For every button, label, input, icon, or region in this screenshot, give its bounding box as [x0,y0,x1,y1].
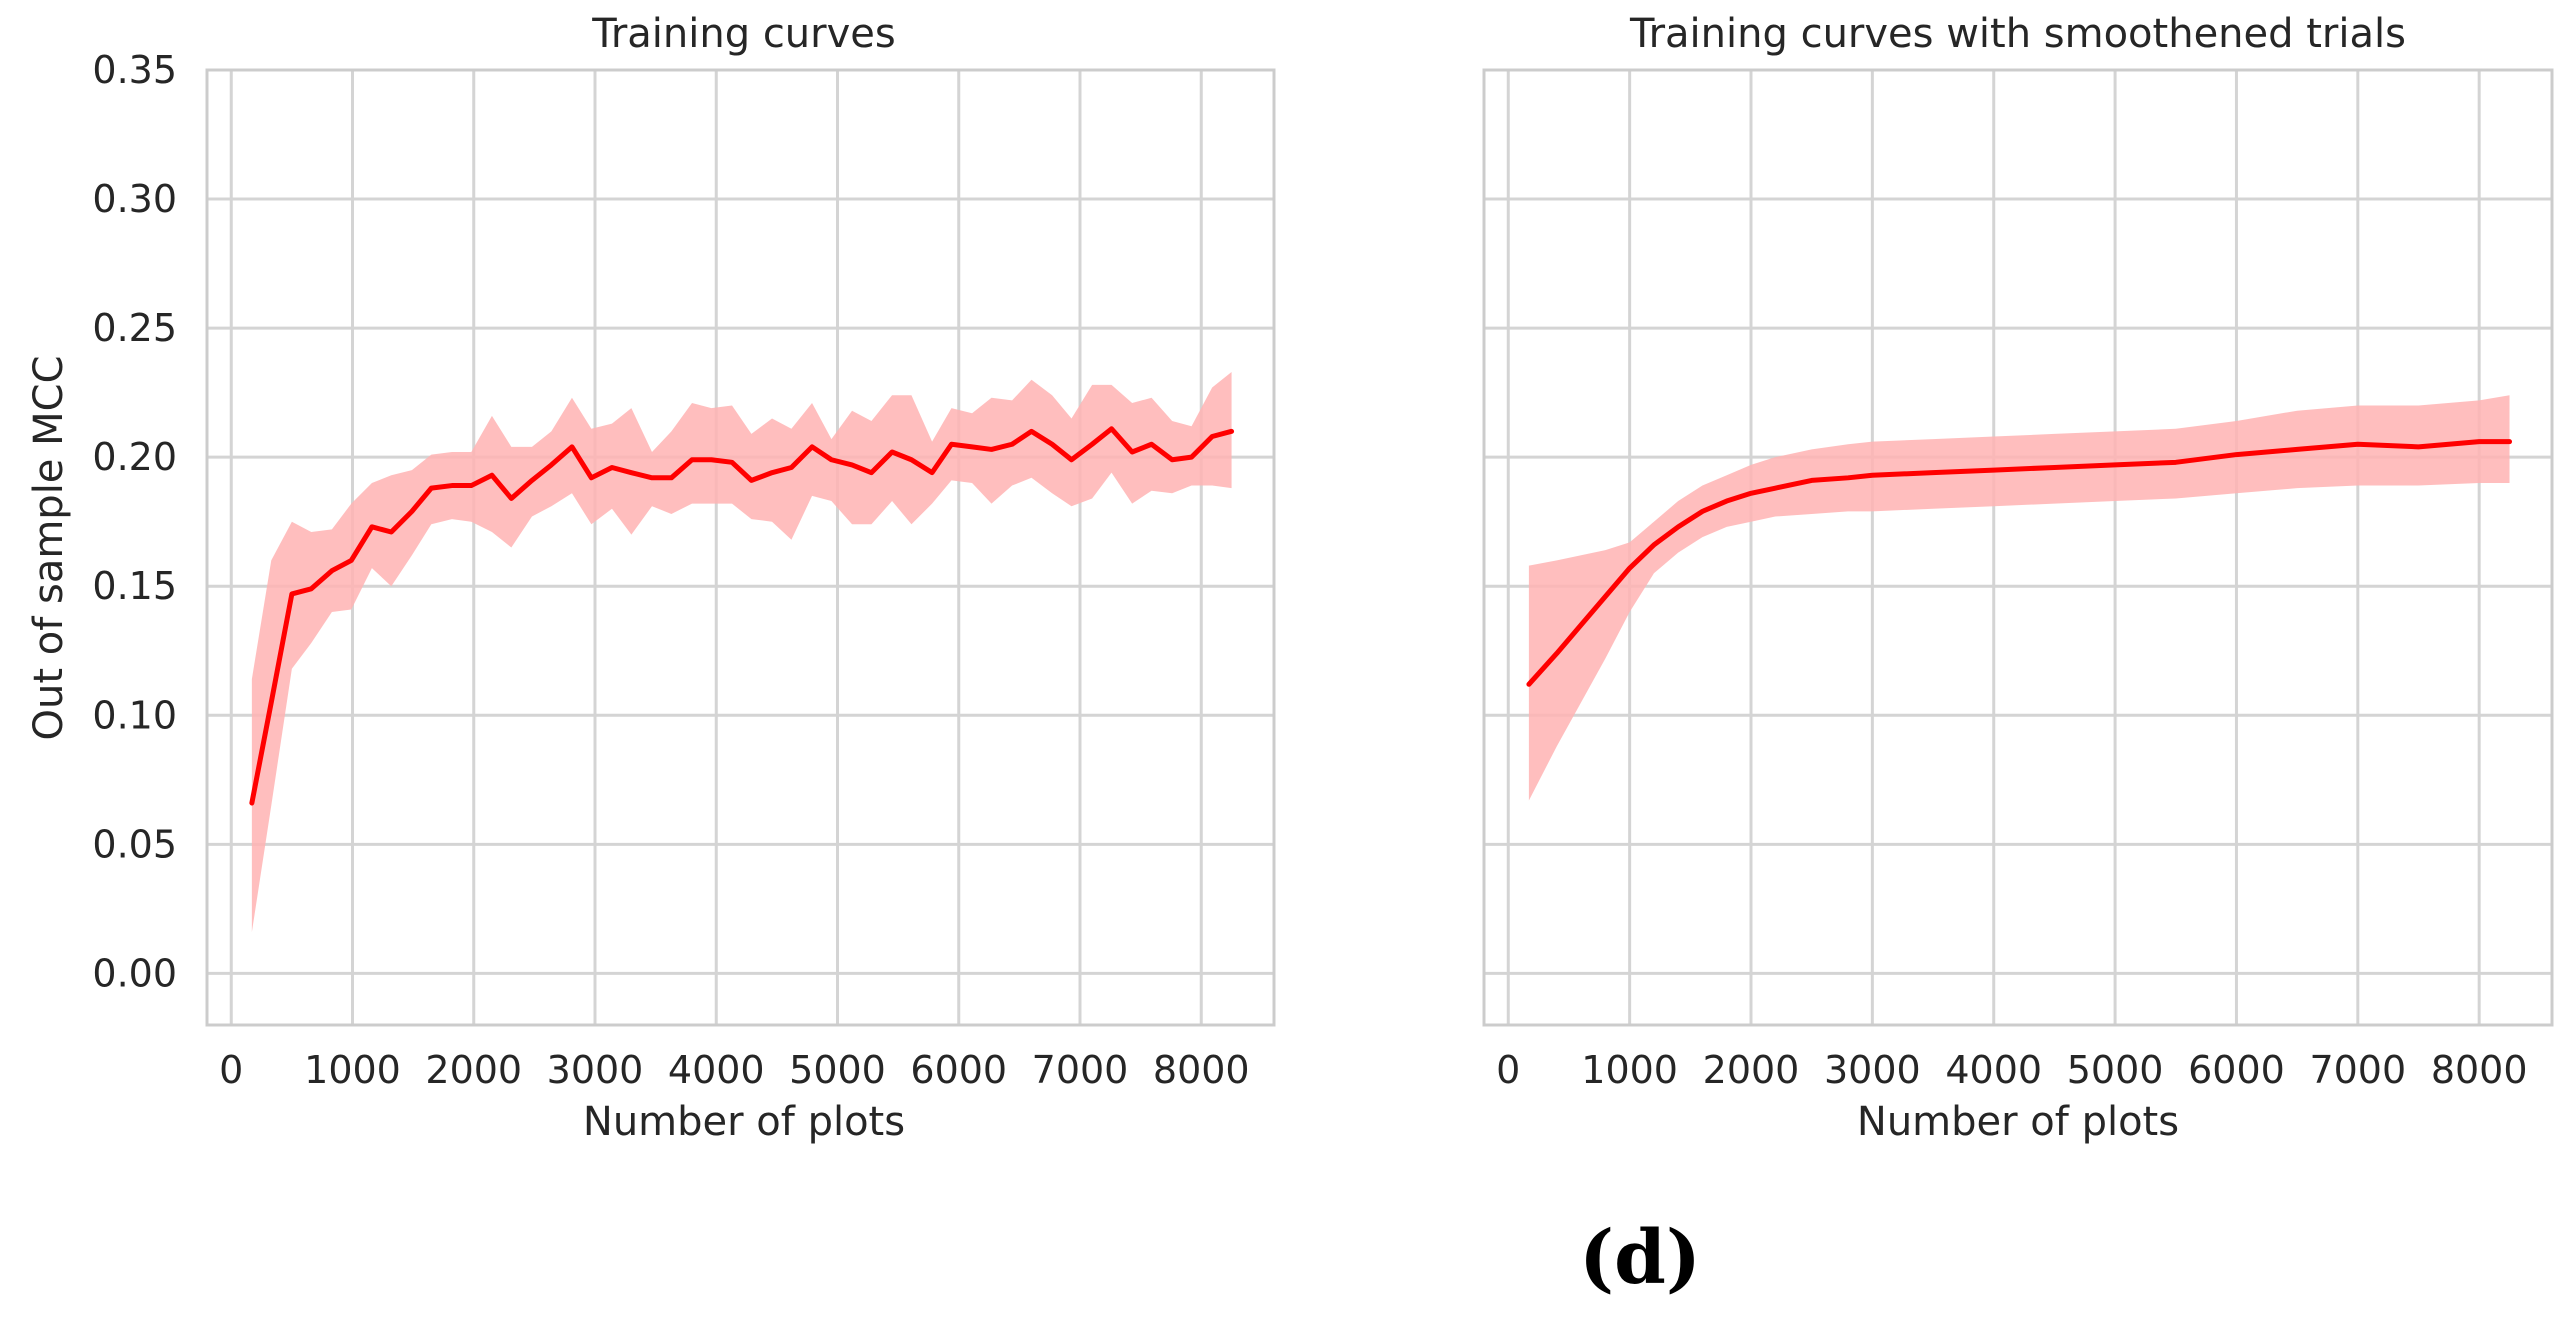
left-x-tick-label: 2000 [425,1048,522,1092]
left-y-tick-label: 0.30 [92,177,177,221]
right-series-line [1526,439,2513,687]
left-confidence-band-group [251,371,1232,933]
left-plot-frame [205,68,1276,1027]
right-x-tick-label: 5000 [2067,1048,2164,1092]
left-y-tick-label: 0.00 [92,951,177,995]
left-chart-title: Training curves [591,11,895,57]
right-chart-panel: Training curves with smoothened trials 0… [1482,11,2554,1145]
left-series-line-group [249,426,1235,806]
right-x-tick-label: 0 [1496,1048,1520,1092]
right-x-tick-labels: 0 1000 2000 3000 4000 5000 6000 7000 8000 [1496,1048,2527,1092]
right-x-axis-label: Number of plots [1857,1099,2179,1145]
left-y-tick-label: 0.25 [92,306,177,350]
left-y-tick-label: 0.20 [92,435,177,479]
left-x-tick-label: 6000 [910,1048,1007,1092]
left-y-tick-label: 0.15 [92,564,177,608]
right-plot-frame [1482,68,2554,1027]
left-y-tick-label: 0.05 [92,822,177,866]
left-x-tick-labels: 0 1000 2000 3000 4000 5000 6000 7000 8000 [219,1048,1249,1092]
right-confidence-band-group [1528,395,2510,801]
left-series-line [249,426,1235,806]
right-x-tick-label: 7000 [2309,1048,2406,1092]
left-y-tick-labels: 0.00 0.05 0.10 0.15 0.20 0.25 0.30 0.35 [92,48,177,995]
left-x-tick-label: 3000 [547,1048,644,1092]
left-y-tick-label: 0.35 [92,48,177,92]
figure-panel-label: (d) [1579,1215,1701,1301]
left-x-axis-label: Number of plots [583,1099,905,1145]
right-x-tick-label: 3000 [1824,1048,1921,1092]
right-x-tick-label: 6000 [2188,1048,2285,1092]
left-x-tick-label: 7000 [1032,1048,1129,1092]
right-series-line-group [1526,439,2513,687]
left-chart-panel: Training curves 0.00 0.05 0.10 0.15 0.20 0.25… [26,11,1276,1145]
left-x-tick-label: 5000 [789,1048,886,1092]
left-x-tick-label: 8000 [1153,1048,1250,1092]
right-x-tick-label: 1000 [1581,1048,1678,1092]
right-x-tick-label: 2000 [1703,1048,1800,1092]
right-chart-title: Training curves with smoothened trials [1629,11,2406,57]
left-x-tick-label: 0 [219,1048,243,1092]
right-x-tick-label: 8000 [2431,1048,2528,1092]
right-confidence-band [1528,395,2510,801]
right-x-tick-label: 4000 [1945,1048,2042,1092]
left-y-axis-label: Out of sample MCC [26,355,72,740]
left-x-tick-label: 4000 [668,1048,765,1092]
left-y-tick-label: 0.10 [92,693,177,737]
left-x-tick-label: 1000 [304,1048,401,1092]
left-confidence-band [251,371,1232,933]
